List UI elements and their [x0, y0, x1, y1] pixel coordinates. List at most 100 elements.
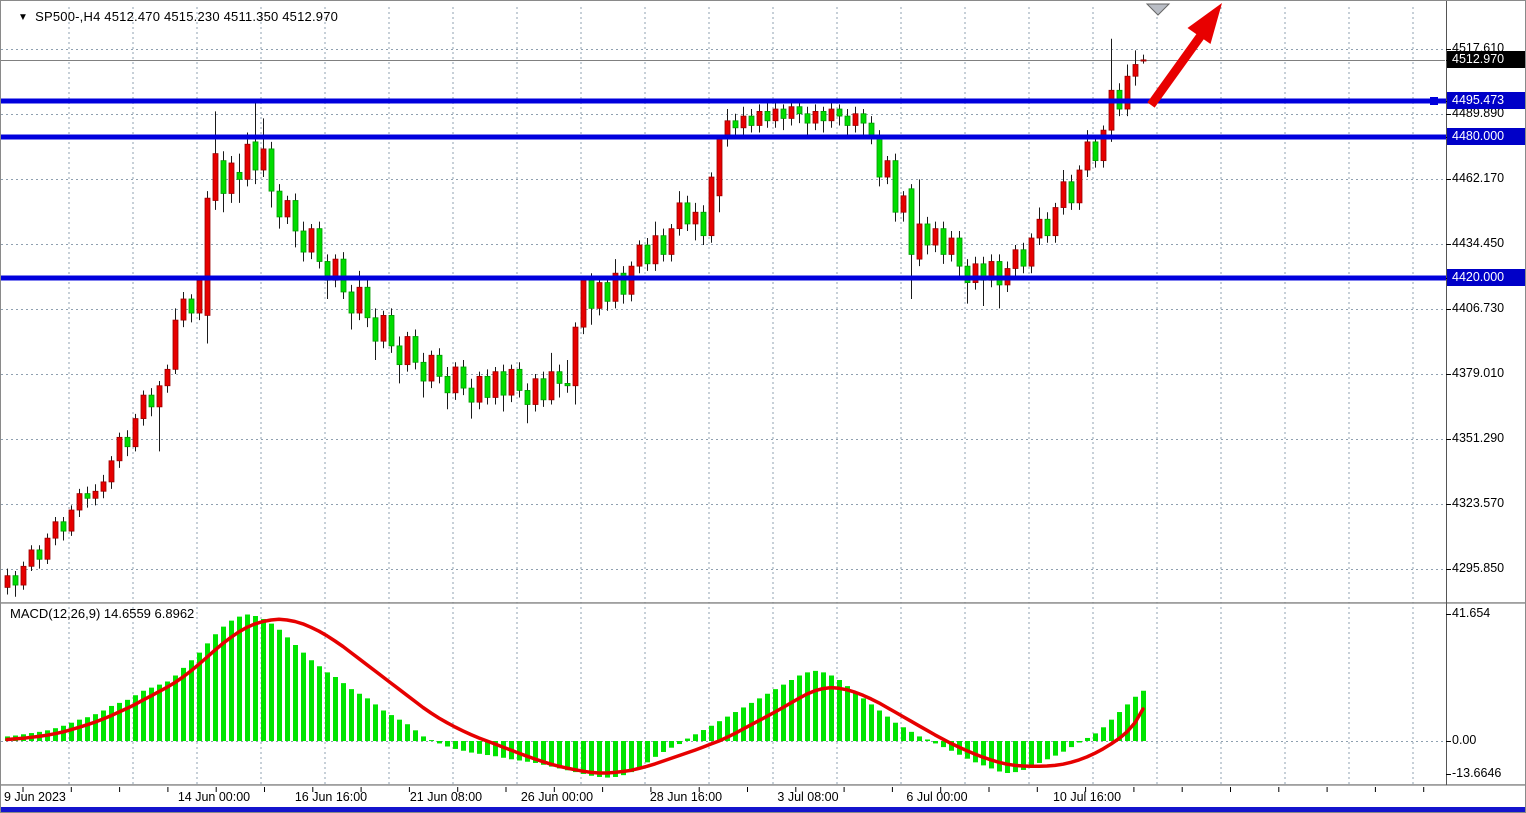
candle-bullish [452, 366, 459, 394]
candle-bearish [956, 237, 963, 267]
price-axis-label: 4323.570 [1452, 496, 1505, 510]
candle-bullish [1108, 89, 1115, 131]
candle-bearish [316, 228, 323, 262]
candle-bearish [556, 371, 563, 384]
candle-bullish [172, 319, 179, 370]
price-axis-label: 4489.890 [1452, 106, 1505, 120]
candle-bullish [612, 272, 619, 302]
candle-bearish [732, 120, 739, 129]
candle-bullish [52, 521, 59, 539]
candle-bullish [92, 490, 99, 499]
candle-bullish [1140, 59, 1147, 62]
candle-bullish [1076, 169, 1083, 204]
candle-bearish [220, 160, 227, 194]
candle-bearish [844, 115, 851, 126]
anchor-triangle-icon[interactable] [1145, 3, 1171, 16]
candle-bearish [540, 378, 547, 401]
candle-bullish [852, 113, 859, 126]
candle-bullish [204, 197, 211, 316]
candle-bearish [604, 282, 611, 302]
bottom-blue-bar [1, 807, 1525, 812]
candle-bearish [292, 200, 299, 232]
symbol-ohlc-text: SP500-,H4 4512.470 4515.230 4511.350 451… [35, 9, 339, 24]
candle-bearish [420, 361, 427, 382]
candle-bullish [44, 537, 51, 560]
time-axis-label: 28 Jun 16:00 [649, 790, 723, 804]
level-price-badge: 4480.000 [1447, 128, 1525, 145]
candle-bullish [244, 143, 251, 180]
candle-bearish [436, 354, 443, 377]
hline-selection-handle[interactable] [1430, 97, 1438, 105]
candle-bullish [916, 223, 923, 260]
candle-bullish [68, 509, 75, 532]
candle-bullish [76, 493, 83, 511]
candle-bullish [212, 153, 219, 201]
candle-bullish [1012, 249, 1019, 269]
time-axis-label: 21 Jun 08:00 [409, 790, 483, 804]
candle-bearish [644, 244, 651, 265]
candle-bullish [756, 110, 763, 126]
candle-bearish [300, 230, 307, 253]
level-price-badge: 4495.473 [1447, 92, 1525, 109]
candle-bearish [516, 368, 523, 391]
candle-bearish [124, 436, 131, 448]
candle-bearish [700, 211, 707, 237]
candle-bullish [164, 368, 171, 387]
candle-bullish [28, 549, 35, 567]
candle-bullish [548, 371, 555, 401]
candle-bearish [12, 575, 19, 586]
candle-bullish [4, 575, 11, 588]
candle-bullish [1100, 129, 1107, 162]
candle-bearish [268, 148, 275, 192]
macd-signal-line [5, 617, 1145, 775]
time-axis-label: 9 Jun 2023 [4, 790, 66, 804]
candle-bearish [444, 375, 451, 394]
candle-bullish [772, 108, 779, 122]
candle-bearish [1044, 218, 1051, 237]
candle-bullish [156, 385, 163, 408]
candle-bullish [140, 394, 147, 419]
time-axis-label: 26 Jun 00:00 [520, 790, 594, 804]
candle-bearish [84, 493, 91, 499]
candle-bearish [372, 317, 379, 342]
candle-bullish [196, 279, 203, 314]
time-axis-label: 10 Jul 16:00 [1052, 790, 1122, 804]
price-axis-label: 4462.170 [1452, 171, 1505, 185]
candle-bullish [948, 237, 955, 255]
time-axis-label: 14 Jun 00:00 [177, 790, 251, 804]
macd-indicator-label: MACD(12,26,9) 14.6559 6.8962 [10, 606, 195, 621]
current-price-badge: 4512.970 [1447, 51, 1525, 68]
candle-bearish [1068, 181, 1075, 204]
candle-bearish [892, 160, 899, 213]
price-axis-label: 4351.290 [1452, 431, 1505, 445]
candle-bullish [900, 195, 907, 213]
candle-bullish [1052, 207, 1059, 237]
candle-bearish [564, 383, 571, 387]
trend-arrow-shaft[interactable] [1147, 31, 1206, 108]
candle-bullish [356, 286, 363, 314]
candle-bullish [132, 418, 139, 448]
candle-bearish [484, 375, 491, 398]
candle-bullish [788, 106, 795, 119]
candle-bullish [884, 160, 891, 178]
symbol-dropdown-icon[interactable]: ▼ [18, 12, 29, 23]
candle-bearish [804, 113, 811, 124]
candle-bullish [740, 115, 747, 129]
candle-bearish [796, 106, 803, 115]
time-axis-label: 6 Jul 00:00 [906, 790, 968, 804]
candle-bullish [228, 162, 235, 194]
candle-bullish [708, 176, 715, 237]
candle-bearish [748, 115, 755, 126]
candle-bullish [180, 298, 187, 321]
time-axis-label: 16 Jun 16:00 [294, 790, 368, 804]
trend-arrow-head[interactable] [1187, 3, 1223, 44]
candle-bullish [932, 228, 939, 246]
candle-bearish [460, 366, 467, 389]
candle-bearish [364, 286, 371, 319]
candle-bullish [380, 315, 387, 342]
time-axis-label: 3 Jul 08:00 [777, 790, 839, 804]
price-axis-label: 4295.850 [1452, 561, 1505, 575]
candle-bullish [20, 565, 27, 586]
